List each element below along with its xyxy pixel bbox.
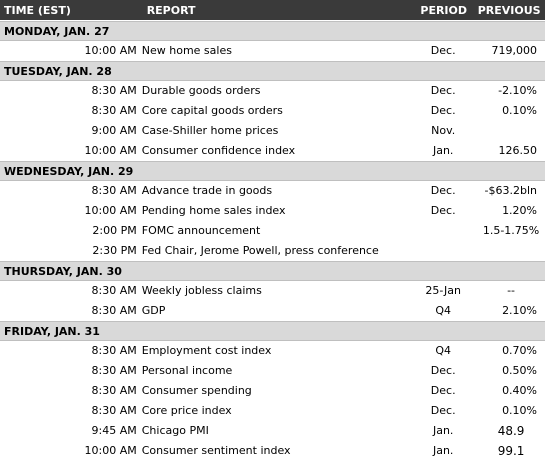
report-cell: Employment cost index bbox=[141, 344, 272, 357]
previous-cell: 0.70% bbox=[502, 344, 538, 357]
table-row: 9:45 AM Chicago PMI Jan. 48.9 bbox=[0, 421, 545, 441]
report-cell: Durable goods orders bbox=[141, 84, 261, 97]
header-time: TIME (EST) bbox=[4, 3, 71, 17]
previous-cell: 0.50% bbox=[502, 364, 538, 377]
report-cell: Core capital goods orders bbox=[141, 104, 283, 117]
previous-cell: -$63.2bln bbox=[484, 184, 538, 197]
report-cell: Pending home sales index bbox=[141, 204, 286, 217]
report-cell: Advance trade in goods bbox=[141, 184, 273, 197]
previous-cell: -- bbox=[507, 284, 516, 297]
time-cell: 8:30 AM bbox=[91, 284, 137, 297]
period-cell: Dec. bbox=[430, 44, 456, 57]
report-cell: Weekly jobless claims bbox=[141, 284, 262, 297]
report-cell: Consumer confidence index bbox=[141, 144, 296, 157]
header-report: REPORT bbox=[146, 3, 196, 17]
table-row: 8:30 AM Weekly jobless claims 25-Jan -- bbox=[0, 281, 545, 301]
day-header: WEDNESDAY, JAN. 29 bbox=[0, 161, 545, 181]
time-cell: 8:30 AM bbox=[91, 384, 137, 397]
table-row: 10:00 AM Consumer confidence index Jan. 126… bbox=[0, 141, 545, 161]
time-cell: 9:45 AM bbox=[91, 424, 137, 437]
time-cell: 2:30 PM bbox=[92, 244, 137, 257]
report-cell: GDP bbox=[141, 304, 166, 317]
time-cell: 8:30 AM bbox=[91, 364, 137, 377]
previous-cell: 1.5-1.75% bbox=[482, 224, 540, 237]
period-cell: Dec. bbox=[430, 104, 456, 117]
period-cell: Dec. bbox=[430, 404, 456, 417]
table-row: 8:30 AM Core price index Dec. 0.10% bbox=[0, 401, 545, 421]
day-header: TUESDAY, JAN. 28 bbox=[0, 61, 545, 81]
table-row: 10:00 AM Pending home sales index Dec. 1.20… bbox=[0, 201, 545, 221]
time-cell: 8:30 AM bbox=[91, 184, 137, 197]
report-cell: Chicago PMI bbox=[141, 424, 209, 437]
period-cell: Jan. bbox=[432, 444, 454, 457]
table-row: 8:30 AM Employment cost index Q4 0.70% bbox=[0, 341, 545, 361]
table-row: 8:30 AM Consumer spending Dec. 0.40% bbox=[0, 381, 545, 401]
day-header: FRIDAY, JAN. 31 bbox=[0, 321, 545, 341]
previous-cell: 1.20% bbox=[502, 204, 538, 217]
time-cell: 10:00 AM bbox=[84, 144, 137, 157]
period-cell: Q4 bbox=[435, 304, 452, 317]
table-row: 10:00 AM Consumer sentiment index Jan. 99.1 bbox=[0, 441, 545, 461]
table-row: 10:00 AM New home sales Dec. 719,000 bbox=[0, 41, 545, 61]
previous-cell: -2.10% bbox=[498, 84, 538, 97]
time-cell: 8:30 AM bbox=[91, 304, 137, 317]
time-cell: 10:00 AM bbox=[84, 44, 137, 57]
table-row: 2:30 PM Fed Chair, Jerome Powell, press c… bbox=[0, 241, 545, 261]
period-cell: Dec. bbox=[430, 84, 456, 97]
table-row: 8:30 AM GDP Q4 2.10% bbox=[0, 301, 545, 321]
table-row: 2:00 PM FOMC announcement 1.5-1.75% bbox=[0, 221, 545, 241]
period-cell: Jan. bbox=[432, 424, 454, 437]
period-cell: Nov. bbox=[431, 124, 456, 137]
previous-cell: 48.9 bbox=[497, 423, 525, 438]
previous-cell: 0.10% bbox=[502, 104, 538, 117]
previous-cell: 99.1 bbox=[497, 443, 525, 458]
period-cell: 25-Jan bbox=[425, 284, 461, 297]
time-cell: 8:30 AM bbox=[91, 84, 137, 97]
report-cell: Case-Shiller home prices bbox=[141, 124, 279, 137]
period-cell: Dec. bbox=[430, 204, 456, 217]
table-row: 9:00 AM Case-Shiller home prices Nov. bbox=[0, 121, 545, 141]
table-row: 8:30 AM Personal income Dec. 0.50% bbox=[0, 361, 545, 381]
time-cell: 2:00 PM bbox=[92, 224, 137, 237]
report-cell: FOMC announcement bbox=[141, 224, 261, 237]
period-cell: Dec. bbox=[430, 384, 456, 397]
time-cell: 8:30 AM bbox=[91, 104, 137, 117]
table-row: 8:30 AM Advance trade in goods Dec. -$63.2b… bbox=[0, 181, 545, 201]
time-cell: 9:00 AM bbox=[91, 124, 137, 137]
period-cell: Q4 bbox=[435, 344, 452, 357]
period-cell: Dec. bbox=[430, 184, 456, 197]
report-cell: New home sales bbox=[141, 44, 232, 57]
previous-cell: 719,000 bbox=[491, 44, 538, 57]
time-cell: 8:30 AM bbox=[91, 344, 137, 357]
table-row: 8:30 AM Core capital goods orders Dec. 0.10… bbox=[0, 101, 545, 121]
table-header: TIME (EST) REPORT PERIOD PREVIOUS bbox=[0, 0, 545, 21]
previous-cell: 126.50 bbox=[498, 144, 538, 157]
day-header: THURSDAY, JAN. 30 bbox=[0, 261, 545, 281]
table-body: MONDAY, JAN. 27 10:00 AM New home sales De… bbox=[0, 21, 545, 461]
header-previous: PREVIOUS bbox=[477, 3, 541, 17]
day-header: MONDAY, JAN. 27 bbox=[0, 21, 545, 41]
report-cell: Consumer sentiment index bbox=[141, 444, 291, 457]
time-cell: 10:00 AM bbox=[84, 444, 137, 457]
report-cell: Consumer spending bbox=[141, 384, 252, 397]
time-cell: 8:30 AM bbox=[91, 404, 137, 417]
header-period: PERIOD bbox=[420, 3, 468, 17]
period-cell: Jan. bbox=[432, 144, 454, 157]
report-cell: Personal income bbox=[141, 364, 233, 377]
previous-cell: 0.40% bbox=[502, 384, 538, 397]
time-cell: 10:00 AM bbox=[84, 204, 137, 217]
previous-cell: 2.10% bbox=[502, 304, 538, 317]
report-cell: Fed Chair, Jerome Powell, press conferen… bbox=[141, 244, 379, 257]
report-cell: Core price index bbox=[141, 404, 232, 417]
table-row: 8:30 AM Durable goods orders Dec. -2.10% bbox=[0, 81, 545, 101]
period-cell: Dec. bbox=[430, 364, 456, 377]
previous-cell: 0.10% bbox=[502, 404, 538, 417]
